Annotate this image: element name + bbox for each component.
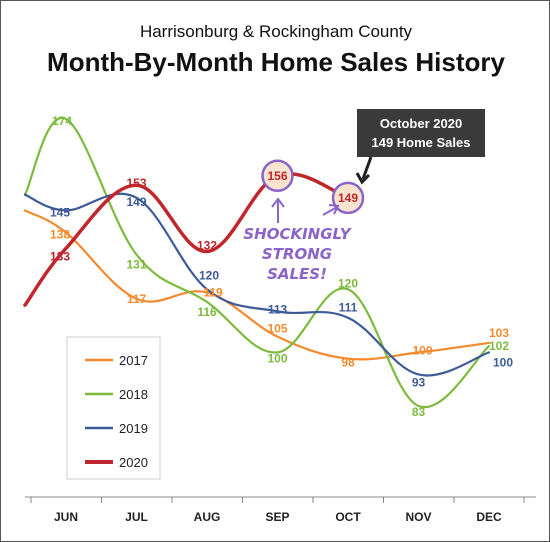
data-label-2019-jun: 145 xyxy=(50,205,70,219)
callout-box xyxy=(357,109,485,157)
x-tick-label-nov: NOV xyxy=(405,510,431,524)
handwritten-annotation: SHOCKINGLY STRONG SALES! xyxy=(243,197,353,283)
x-axis: JUN JUL AUG SEP OCT NOV DEC xyxy=(25,496,536,524)
legend-label-2017: 2017 xyxy=(119,353,148,368)
callout: October 2020 149 Home Sales xyxy=(355,109,485,185)
data-label-2017-oct: 98 xyxy=(341,356,355,370)
data-label-2018-sep: 100 xyxy=(267,351,287,365)
highlight-label-sep: 156 xyxy=(267,169,287,183)
annotation-line-2: STRONG xyxy=(262,245,332,263)
data-label-2019-jul: 149 xyxy=(126,195,146,209)
data-label-2019-sep: 113 xyxy=(268,302,288,316)
data-label-2019-nov: 93 xyxy=(412,375,426,389)
x-tick-label-aug: AUG xyxy=(194,510,221,524)
data-label-2017-aug: 119 xyxy=(203,285,223,299)
legend-label-2020: 2020 xyxy=(119,455,148,470)
callout-arrow-icon xyxy=(361,156,373,180)
chart-subtitle: Harrisonburg & Rockingham County xyxy=(140,22,413,41)
data-label-2020-jul: 153 xyxy=(126,176,146,190)
data-label-2017-sep: 105 xyxy=(267,322,287,336)
data-label-2017-nov: 100 xyxy=(412,343,432,357)
data-label-2019-dec: 100 xyxy=(493,355,513,369)
annotation-line-1: SHOCKINGLY xyxy=(243,225,352,243)
x-tick-label-jul: JUL xyxy=(125,510,148,524)
data-label-2018-oct: 120 xyxy=(338,276,358,290)
legend-label-2019: 2019 xyxy=(119,421,148,436)
legend: 2017 2018 2019 2020 xyxy=(66,336,161,480)
highlight-label-oct: 149 xyxy=(338,191,358,205)
series-line-2018 xyxy=(23,116,491,409)
chart-title: Month-By-Month Home Sales History xyxy=(47,47,505,77)
x-tick-label-sep: SEP xyxy=(265,510,289,524)
x-tick-label-oct: OCT xyxy=(335,510,361,524)
data-label-2018-nov: 83 xyxy=(412,405,426,419)
highlight-layer: 156 149 xyxy=(261,159,365,215)
highlight-circle-oct xyxy=(331,181,365,215)
legend-box xyxy=(66,336,161,480)
data-label-2017-dec: 103 xyxy=(489,326,509,340)
callout-line-2: 149 Home Sales xyxy=(371,135,470,150)
callout-arrowhead-icon xyxy=(355,172,371,185)
series-line-2019 xyxy=(23,192,491,377)
data-label-2018-aug: 116 xyxy=(197,305,217,319)
data-label-2017-jul: 117 xyxy=(127,292,147,306)
annotation-arrow-up-icon xyxy=(271,197,285,223)
data-label-2020-aug: 132 xyxy=(197,238,217,252)
data-label-2020-jun: 133 xyxy=(50,249,70,263)
data-label-2018-dec: 102 xyxy=(489,339,509,353)
x-tick-label-dec: DEC xyxy=(476,510,502,524)
data-label-2017-jun: 138 xyxy=(50,228,70,242)
data-label-2019-aug: 120 xyxy=(199,268,219,282)
highlight-circle-sep xyxy=(261,159,294,193)
annotation-arrow-right-icon xyxy=(322,204,340,216)
legend-label-2018: 2018 xyxy=(119,387,148,402)
x-tick-label-jun: JUN xyxy=(54,510,78,524)
legend-items: 2017 2018 2019 2020 xyxy=(85,353,148,470)
callout-line-1: October 2020 xyxy=(380,116,462,131)
series-line-2017 xyxy=(23,209,491,361)
data-label-2019-oct: 111 xyxy=(339,301,358,315)
data-label-2018-jun: 174 xyxy=(52,114,72,128)
annotation-line-3: SALES! xyxy=(267,265,327,283)
data-label-2018-jul: 131 xyxy=(126,258,146,272)
